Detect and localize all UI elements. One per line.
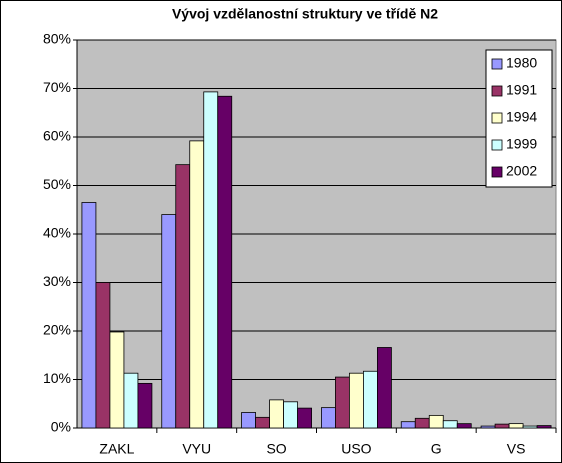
legend-swatch (491, 166, 503, 178)
bar (363, 370, 378, 429)
bar (536, 425, 552, 429)
bar (269, 399, 284, 429)
y-tick-label: 70% (43, 79, 71, 95)
legend-swatch (491, 58, 503, 70)
x-tick-label: G (431, 441, 442, 457)
bar (377, 347, 392, 429)
bar (494, 423, 510, 429)
bar (321, 407, 336, 429)
bar (81, 202, 97, 429)
bar (255, 416, 270, 429)
bar (161, 214, 177, 429)
chart-title: Vývoj vzdělanostní struktury ve třídě N2 (172, 6, 438, 22)
bar (123, 372, 139, 429)
x-tick-label: USO (341, 441, 371, 457)
bar (335, 376, 350, 429)
bar (137, 382, 153, 429)
bar (189, 140, 205, 429)
bar (203, 91, 219, 429)
legend-label: 1991 (506, 82, 537, 98)
bar (283, 401, 298, 429)
y-tick-label: 80% (43, 31, 71, 47)
bar (95, 282, 111, 429)
bar (480, 425, 496, 429)
bar (508, 423, 524, 429)
bar (241, 412, 256, 429)
bar (414, 417, 430, 429)
bar (175, 164, 191, 429)
y-tick-label: 20% (43, 322, 71, 338)
legend-swatch (491, 112, 503, 124)
bar (297, 407, 312, 429)
x-tick-label: VS (507, 441, 526, 457)
legend-label: 2002 (506, 163, 537, 179)
x-tick-label: ZAKL (99, 441, 134, 457)
bar (109, 331, 125, 429)
bar (400, 421, 416, 429)
bar (522, 425, 538, 429)
legend-swatch (491, 139, 503, 151)
bar (428, 414, 444, 429)
legend-swatch (491, 85, 503, 97)
y-tick-label: 60% (43, 128, 71, 144)
legend-label: 1994 (506, 109, 537, 125)
x-tick-label: VYU (182, 441, 211, 457)
y-tick-label: 40% (43, 225, 71, 241)
bar (442, 420, 458, 429)
bar (456, 423, 472, 429)
legend-box (485, 49, 553, 188)
y-tick-label: 10% (43, 370, 71, 386)
x-tick-label: SO (266, 441, 286, 457)
y-tick-label: 0% (51, 419, 71, 435)
bar (349, 372, 364, 429)
bar (217, 95, 233, 429)
legend-label: 1980 (506, 55, 537, 71)
legend-label: 1999 (506, 136, 537, 152)
y-tick-label: 30% (43, 273, 71, 289)
y-tick-label: 50% (43, 176, 71, 192)
